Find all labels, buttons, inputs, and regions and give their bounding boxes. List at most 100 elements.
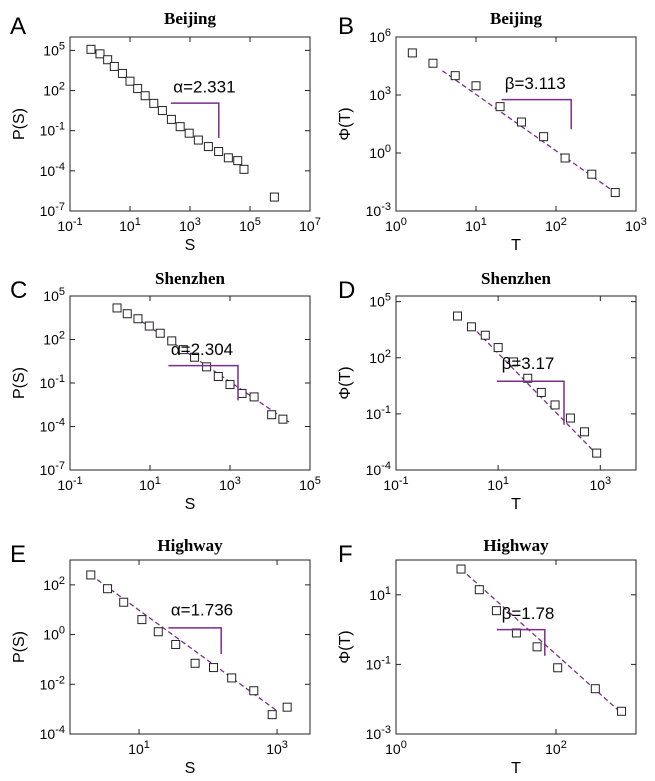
x-tick-label: 101: [128, 739, 150, 757]
y-tick-label: 102: [43, 575, 65, 593]
data-point: [278, 414, 288, 424]
data-point: [213, 372, 223, 382]
panel-title: Highway: [483, 536, 549, 555]
x-tick-label: 10-1: [383, 475, 408, 493]
y-axis-label: Φ(T): [337, 366, 354, 399]
data-point: [249, 392, 259, 402]
data-point: [233, 156, 243, 166]
x-tick-label: 103: [219, 475, 241, 493]
data-point: [86, 570, 96, 580]
slope-bracket: [501, 98, 572, 130]
data-point: [493, 343, 503, 353]
panel-label: D: [338, 277, 355, 304]
data-point: [202, 362, 212, 372]
data-point: [112, 303, 122, 313]
slope-bracket: [170, 102, 220, 138]
y-axis-label: Φ(T): [337, 630, 354, 663]
data-point: [190, 352, 200, 362]
y-tick-label: 102: [43, 81, 65, 99]
y-tick-label: 102: [43, 330, 65, 348]
data-point: [516, 117, 526, 127]
data-point: [117, 68, 127, 78]
x-axis-label: S: [185, 237, 196, 254]
data-point: [453, 311, 463, 321]
data-point: [565, 413, 575, 423]
data-point: [237, 388, 247, 398]
x-axis-label: T: [511, 496, 521, 513]
y-tick-label: 10-1: [40, 121, 65, 139]
panel-c: Shenzhen C 10-1 101 103 105 10-7 10-4 10-1 102 105…: [10, 269, 321, 513]
slope-bracket: [168, 364, 239, 401]
data-point: [133, 84, 143, 94]
y-tick-label: 10-4: [40, 161, 65, 179]
data-point: [223, 153, 233, 163]
slope-annotation: β=3.113: [505, 74, 566, 93]
panel-label: A: [10, 13, 26, 40]
data-point: [144, 321, 154, 331]
y-tick-label: 10-7: [40, 201, 65, 219]
fit-line: [460, 568, 625, 716]
panel-label: C: [10, 277, 27, 304]
y-tick-label: 106: [369, 27, 391, 45]
axes-box: [69, 559, 311, 735]
data-point: [553, 663, 563, 673]
x-tick-label: 101: [119, 216, 141, 234]
x-tick-label: 103: [179, 216, 201, 234]
panel-title: Shenzhen: [155, 269, 225, 288]
y-axis-label: P(S): [11, 108, 28, 140]
data-point: [536, 387, 546, 397]
data-point: [267, 710, 277, 720]
data-point: [153, 627, 163, 637]
data-point: [122, 309, 132, 319]
data-point: [592, 448, 602, 458]
slope-bracket: [496, 380, 565, 425]
panel-title: Beijing: [164, 9, 216, 28]
y-tick-label: 100: [43, 625, 65, 643]
x-tick-label: 100: [385, 216, 407, 234]
x-axis-label: S: [185, 760, 196, 777]
x-tick-label: 103: [625, 216, 647, 234]
data-point: [140, 91, 150, 101]
panel-title: Beijing: [490, 9, 542, 28]
data-point: [474, 585, 484, 595]
y-tick-label: 103: [369, 85, 391, 103]
y-tick-label: 10-1: [366, 404, 391, 422]
data-point: [550, 400, 560, 410]
x-tick-label: 103: [266, 739, 288, 757]
panel-title: Highway: [157, 536, 223, 555]
data-point: [495, 102, 505, 112]
data-point: [539, 132, 549, 142]
y-tick-label: 105: [369, 292, 391, 310]
data-point: [249, 686, 259, 696]
fit-line: [90, 574, 278, 712]
x-tick-label: 102: [545, 216, 567, 234]
x-axis-label: T: [511, 760, 521, 777]
x-tick-label: 100: [385, 739, 407, 757]
fit-line: [470, 325, 599, 456]
axes-box: [69, 295, 311, 471]
y-tick-label: 102: [369, 348, 391, 366]
y-axis-label: P(S): [11, 631, 28, 663]
y-tick-label: 100: [369, 143, 391, 161]
data-point: [587, 169, 597, 179]
data-point: [157, 106, 167, 116]
data-point: [480, 330, 490, 340]
x-tick-label: 10-1: [57, 475, 82, 493]
data-point: [450, 71, 460, 81]
x-axis-label: S: [185, 496, 196, 513]
data-point: [579, 427, 589, 437]
data-point: [125, 76, 135, 86]
panel-f: Highway F 100 102 10-3 10-1 101 T Φ(T) β=1.78: [337, 536, 637, 777]
data-point: [103, 55, 113, 65]
data-point: [590, 684, 600, 694]
data-point: [269, 192, 279, 202]
panel-title: Shenzhen: [481, 269, 551, 288]
y-tick-label: 10-3: [366, 724, 391, 742]
data-point: [167, 336, 177, 346]
data-point: [509, 357, 519, 367]
data-point: [149, 98, 159, 108]
data-point: [532, 642, 542, 652]
slope-annotation: α=2.331: [173, 78, 235, 97]
